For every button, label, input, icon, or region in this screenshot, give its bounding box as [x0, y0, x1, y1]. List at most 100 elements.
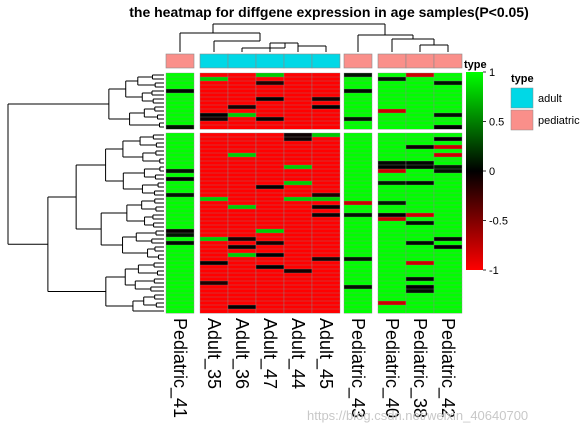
heatmap-cell [405, 236, 435, 242]
heatmap-cell [283, 164, 313, 170]
heatmap-cell [433, 200, 463, 206]
heatmap-cell [405, 256, 435, 262]
heatmap-cell [405, 288, 435, 294]
heatmap-cell [255, 212, 285, 218]
heatmap-cell [377, 216, 407, 222]
heatmap-cell [283, 192, 313, 198]
heatmap-cell [311, 132, 341, 138]
heatmap-cell [255, 136, 285, 142]
heatmap-cell [343, 256, 373, 262]
heatmap-cell [343, 124, 373, 130]
column-label: Pediatric_41 [169, 318, 190, 418]
heatmap-cell [199, 144, 229, 150]
heatmap-cell [343, 292, 373, 298]
heatmap-cell [199, 196, 229, 202]
heatmap-cell [199, 284, 229, 290]
heatmap-cell [227, 276, 257, 282]
heatmap-cell [165, 264, 195, 270]
heatmap-cell [377, 140, 407, 146]
heatmap-cell [255, 208, 285, 214]
heatmap-cell [405, 204, 435, 210]
annotation-legend-title: type [511, 73, 534, 85]
heatmap-cell [405, 188, 435, 194]
heatmap-cell [343, 204, 373, 210]
heatmap-cell [433, 232, 463, 238]
heatmap-cell [377, 244, 407, 250]
heatmap-cell [283, 108, 313, 114]
heatmap-cell [377, 96, 407, 102]
heatmap-cell [311, 160, 341, 166]
heatmap-cell [343, 112, 373, 118]
heatmap-cell [405, 208, 435, 214]
heatmap-cell [377, 196, 407, 202]
heatmap-cell [311, 76, 341, 82]
column-label: Adult_47 [259, 318, 280, 389]
heatmap-cell [377, 224, 407, 230]
heatmap-cell [227, 88, 257, 94]
heatmap-cell [377, 284, 407, 290]
heatmap-cell [377, 212, 407, 218]
heatmap-cell [255, 132, 285, 138]
heatmap-cell [255, 280, 285, 286]
heatmap-cell [405, 248, 435, 254]
heatmap-cell [255, 164, 285, 170]
heatmap-cell [255, 244, 285, 250]
heatmap-cell [343, 212, 373, 218]
heatmap-cell [255, 200, 285, 206]
heatmap-cell [283, 224, 313, 230]
heatmap-cell [343, 240, 373, 246]
heatmap-cell [165, 252, 195, 258]
heatmap-cell [377, 168, 407, 174]
heatmap-cell [377, 200, 407, 206]
heatmap-cell [433, 224, 463, 230]
heatmap-cell [199, 112, 229, 118]
heatmap-cell [165, 88, 195, 94]
heatmap-cell [311, 92, 341, 98]
heatmap-cell [165, 192, 195, 198]
heatmap-cell [227, 92, 257, 98]
heatmap-cell [227, 220, 257, 226]
heatmap-cell [227, 96, 257, 102]
heatmap-cell [165, 164, 195, 170]
heatmap-cell [433, 72, 463, 78]
heatmap-cell [255, 296, 285, 302]
heatmap-cell [283, 244, 313, 250]
heatmap-cell [433, 204, 463, 210]
heatmap-cell [255, 236, 285, 242]
heatmap-cell [311, 308, 341, 314]
heatmap-cell [405, 304, 435, 310]
heatmap-cell [343, 220, 373, 226]
heatmap-cell [343, 196, 373, 202]
legend-label-adult: adult [538, 93, 562, 105]
heatmap-cell [343, 244, 373, 250]
heatmap-cell [377, 144, 407, 150]
heatmap-cell [227, 224, 257, 230]
heatmap-cell [227, 272, 257, 278]
heatmap-cell [433, 96, 463, 102]
heatmap-cell [283, 88, 313, 94]
heatmap-cell [199, 208, 229, 214]
heatmap-cell [165, 136, 195, 142]
heatmap-cell [343, 200, 373, 206]
heatmap-cell [165, 108, 195, 114]
heatmap-cell [433, 292, 463, 298]
heatmap-cell [343, 184, 373, 190]
heatmap-cell [433, 188, 463, 194]
heatmap-cell [405, 216, 435, 222]
heatmap-cell [199, 100, 229, 106]
heatmap-cell [255, 144, 285, 150]
heatmap-cell [343, 136, 373, 142]
heatmap-cell [433, 156, 463, 162]
heatmap-cell [283, 96, 313, 102]
heatmap-cell [165, 196, 195, 202]
heatmap-cell [283, 248, 313, 254]
heatmap-cell [377, 188, 407, 194]
heatmap-cell [227, 252, 257, 258]
heatmap-cell [433, 264, 463, 270]
heatmap-cell [227, 240, 257, 246]
heatmap-cell [255, 260, 285, 266]
heatmap-cell [311, 124, 341, 130]
heatmap-cell [199, 140, 229, 146]
heatmap-cell [227, 176, 257, 182]
